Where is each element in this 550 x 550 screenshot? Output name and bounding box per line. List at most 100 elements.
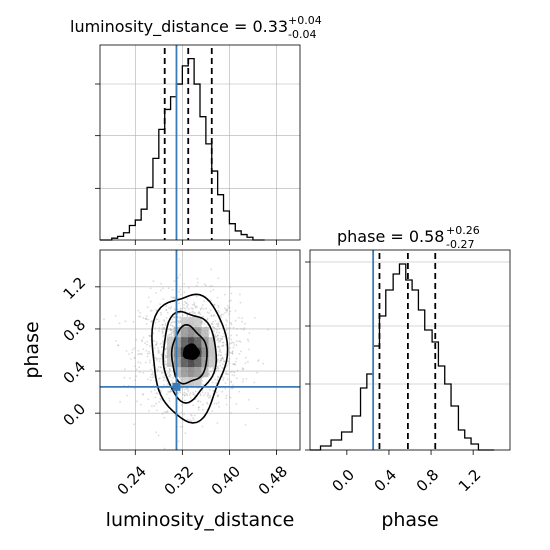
scatter-point xyxy=(155,318,158,321)
scatter-point xyxy=(148,410,150,412)
scatter-point xyxy=(203,300,205,302)
scatter-point xyxy=(232,370,235,373)
scatter-point xyxy=(141,352,143,355)
scatter-point xyxy=(169,324,172,326)
scatter-point xyxy=(172,377,174,379)
scatter-point xyxy=(144,361,147,364)
scatter-point xyxy=(183,388,186,391)
scatter-point xyxy=(155,309,158,311)
scatter-point xyxy=(140,403,142,406)
scatter-point xyxy=(225,373,227,375)
scatter-point xyxy=(146,340,149,343)
scatter-point xyxy=(209,396,212,399)
histogram-steps xyxy=(100,58,265,241)
scatter-point xyxy=(173,317,176,319)
scatter-point xyxy=(222,344,225,347)
title-phase-minus: -0.27 xyxy=(446,238,474,251)
scatter-point xyxy=(238,390,241,393)
scatter-point xyxy=(198,312,201,314)
scatter-point xyxy=(206,402,209,405)
scatter-point xyxy=(169,307,172,310)
luminosity-distance-tick-label: 0.32 xyxy=(161,462,197,498)
scatter-point xyxy=(151,309,153,312)
scatter-point xyxy=(178,376,181,379)
scatter-point xyxy=(158,351,161,354)
scatter-point xyxy=(168,333,171,336)
scatter-point xyxy=(218,354,221,356)
scatter-point xyxy=(179,274,181,276)
scatter-point xyxy=(153,347,156,349)
scatter-point xyxy=(161,324,164,326)
scatter-point xyxy=(131,348,134,351)
scatter-point xyxy=(135,375,138,377)
scatter-point xyxy=(220,313,223,316)
scatter-point xyxy=(168,397,171,400)
scatter-point xyxy=(225,309,228,312)
scatter-point xyxy=(179,315,182,318)
scatter-point xyxy=(168,368,171,370)
scatter-point xyxy=(196,306,199,308)
scatter-point xyxy=(206,318,209,320)
scatter-point xyxy=(222,344,225,347)
scatter-point xyxy=(221,363,224,366)
scatter-point xyxy=(230,322,233,325)
scatter-point xyxy=(179,320,181,323)
density-cell xyxy=(187,367,195,378)
scatter-point xyxy=(177,321,180,323)
scatter-point xyxy=(166,410,169,413)
scatter-point xyxy=(96,347,98,349)
scatter-point xyxy=(220,351,222,354)
scatter-point xyxy=(165,309,168,312)
scatter-point xyxy=(187,287,190,289)
scatter-point xyxy=(193,312,195,314)
scatter-point xyxy=(194,307,197,309)
density-cell xyxy=(187,357,195,368)
scatter-point xyxy=(218,339,221,342)
scatter-point xyxy=(166,411,169,414)
scatter-point xyxy=(226,309,229,311)
scatter-point xyxy=(132,320,135,323)
scatter-point xyxy=(128,353,130,356)
scatter-point xyxy=(161,371,164,374)
density-cell xyxy=(201,327,209,338)
scatter-point xyxy=(257,359,260,361)
scatter-point xyxy=(223,360,226,363)
scatter-point xyxy=(235,334,238,337)
scatter-point xyxy=(155,431,158,434)
scatter-point xyxy=(150,379,152,382)
scatter-point xyxy=(157,350,160,353)
scatter-point xyxy=(164,355,167,357)
scatter-point xyxy=(192,393,195,396)
scatter-point xyxy=(173,325,175,328)
scatter-point xyxy=(159,311,162,314)
scatter-point xyxy=(229,286,232,288)
scatter-point xyxy=(165,347,167,350)
scatter-point xyxy=(157,349,160,351)
luminosity-distance-tick-label: 0.24 xyxy=(114,462,150,498)
scatter-point xyxy=(212,320,215,323)
scatter-point xyxy=(201,320,204,323)
scatter-point xyxy=(170,305,173,308)
scatter-point xyxy=(217,345,220,348)
scatter-point xyxy=(248,332,251,334)
scatter-point xyxy=(174,297,176,299)
phase-x-tick-label: 0.8 xyxy=(413,466,443,496)
scatter-point xyxy=(138,366,141,368)
scatter-point xyxy=(138,371,141,374)
scatter-point xyxy=(240,327,243,330)
scatter-point xyxy=(234,360,237,363)
scatter-point xyxy=(170,332,173,334)
scatter-point xyxy=(151,373,154,376)
scatter-point xyxy=(161,330,164,332)
scatter-point xyxy=(193,304,196,307)
scatter-point xyxy=(141,339,144,342)
density-cell xyxy=(194,327,202,338)
scatter-point xyxy=(164,356,167,359)
scatter-point xyxy=(185,302,188,304)
scatter-point xyxy=(137,353,140,356)
scatter-point xyxy=(152,280,155,283)
density-cell xyxy=(187,377,195,388)
scatter-point xyxy=(223,335,225,338)
scatter-point xyxy=(194,390,197,393)
scatter-point xyxy=(184,399,186,402)
